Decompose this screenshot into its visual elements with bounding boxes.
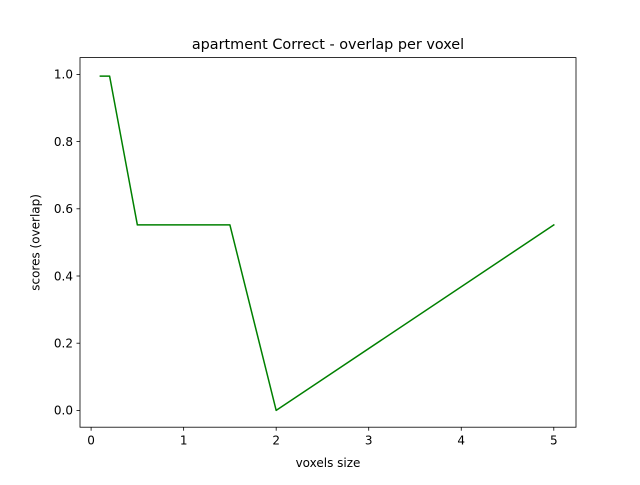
chart-title: apartment Correct - overlap per voxel — [192, 37, 464, 53]
axes-layer: 0 1 2 3 4 5 0.0 0.2 0.4 0.6 0.8 1.0 — [54, 57, 577, 448]
y-tick-label: 1.0 — [54, 68, 73, 82]
series-line-0 — [99, 75, 555, 412]
y-tick-label: 0.0 — [54, 404, 73, 418]
x-tick-label: 2 — [272, 434, 280, 448]
y-tick-label: 0.4 — [54, 269, 73, 283]
y-tick-label: 0.6 — [54, 202, 73, 216]
x-tick-label: 0 — [87, 434, 95, 448]
y-tick-label: 0.8 — [54, 135, 73, 149]
y-axis-label: scores (overlap) — [29, 194, 43, 291]
plot-area — [80, 57, 576, 428]
x-tick-label: 3 — [365, 434, 373, 448]
series-layer — [99, 75, 555, 412]
x-tick-label: 1 — [180, 434, 188, 448]
x-axis-label: voxels size — [296, 456, 361, 470]
axes-frame — [79, 57, 577, 428]
x-tick-label: 4 — [457, 434, 465, 448]
x-tick-label: 5 — [550, 434, 558, 448]
y-tick-label: 0.2 — [54, 337, 73, 351]
